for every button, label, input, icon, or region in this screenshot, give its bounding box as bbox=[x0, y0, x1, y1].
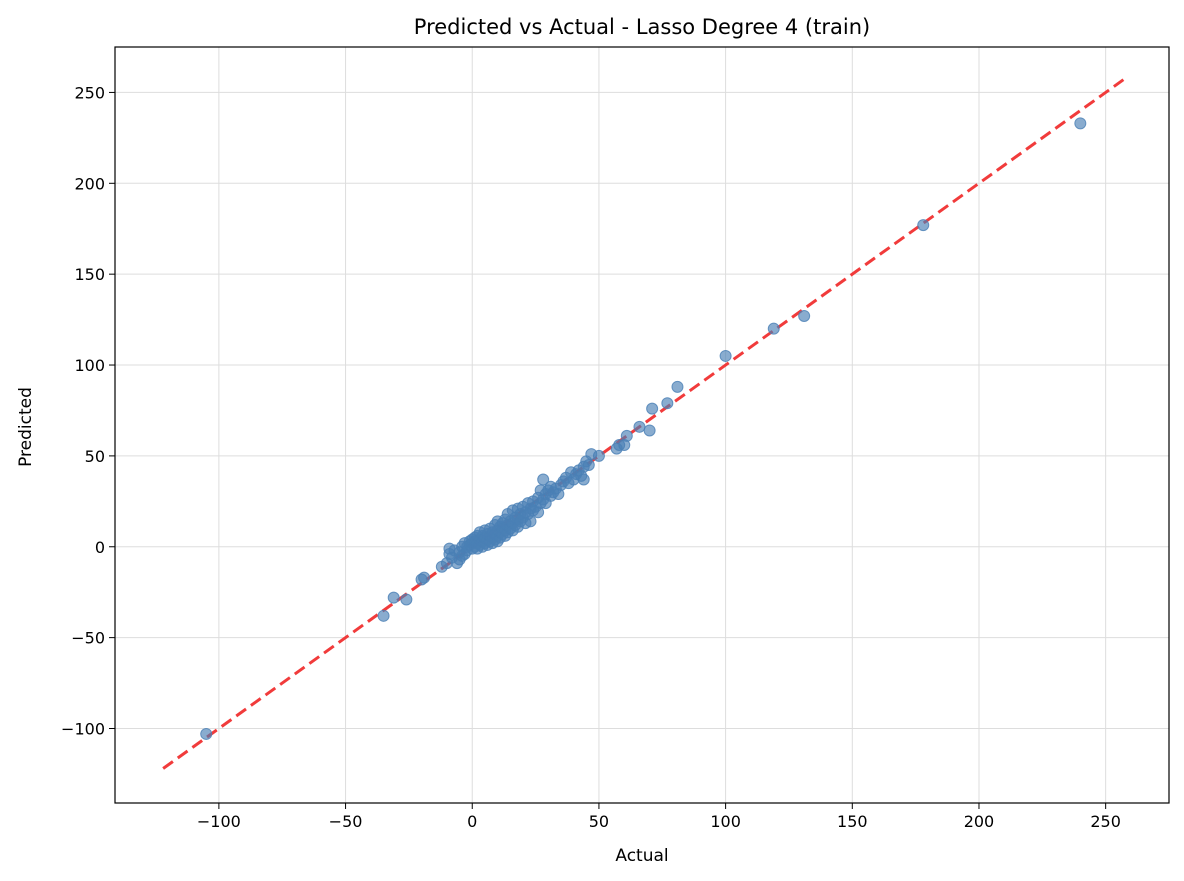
data-point bbox=[661, 397, 674, 410]
data-point bbox=[646, 402, 659, 415]
data-point bbox=[719, 349, 732, 362]
y-tick-label: 0 bbox=[95, 538, 105, 557]
x-axis-ticks: −100 −50 0 50 100 150 200 250 bbox=[197, 803, 1121, 831]
y-tick-label: 100 bbox=[74, 356, 105, 375]
y-tick-label: −100 bbox=[61, 719, 105, 738]
data-point bbox=[577, 473, 590, 486]
data-point bbox=[537, 473, 550, 486]
y-tick-label: 200 bbox=[74, 174, 105, 193]
data-point bbox=[798, 309, 811, 322]
y-tick-label: 150 bbox=[74, 265, 105, 284]
x-tick-label: 200 bbox=[964, 812, 995, 831]
data-point bbox=[524, 515, 537, 528]
data-point bbox=[582, 458, 595, 471]
data-point bbox=[592, 449, 605, 462]
data-point bbox=[767, 322, 780, 335]
x-tick-label: 100 bbox=[710, 812, 741, 831]
y-tick-label: 250 bbox=[74, 83, 105, 102]
data-point bbox=[387, 591, 400, 604]
data-point bbox=[377, 609, 390, 622]
data-point bbox=[400, 593, 413, 606]
x-tick-label: 0 bbox=[467, 812, 477, 831]
gridlines bbox=[115, 47, 1169, 803]
y-tick-label: −50 bbox=[71, 629, 105, 648]
x-tick-label: 150 bbox=[837, 812, 868, 831]
x-tick-label: 50 bbox=[589, 812, 609, 831]
data-points bbox=[200, 117, 1087, 740]
data-point bbox=[200, 727, 213, 740]
x-axis-label: Actual bbox=[615, 846, 668, 866]
chart-title: Predicted vs Actual - Lasso Degree 4 (tr… bbox=[414, 15, 870, 39]
data-point bbox=[633, 420, 646, 433]
y-tick-label: 50 bbox=[85, 447, 105, 466]
x-tick-label: 250 bbox=[1090, 812, 1121, 831]
data-point bbox=[620, 429, 633, 442]
data-point bbox=[1074, 117, 1087, 130]
y-axis-label: Predicted bbox=[16, 387, 36, 467]
x-tick-label: −50 bbox=[329, 812, 363, 831]
x-tick-label: −100 bbox=[197, 812, 241, 831]
data-point bbox=[671, 380, 684, 393]
data-point bbox=[415, 573, 428, 586]
plot-frame bbox=[114, 46, 1170, 804]
data-point bbox=[643, 424, 656, 437]
data-point bbox=[917, 219, 930, 232]
y-axis-ticks: −100 −50 0 50 100 150 200 250 bbox=[61, 83, 115, 738]
